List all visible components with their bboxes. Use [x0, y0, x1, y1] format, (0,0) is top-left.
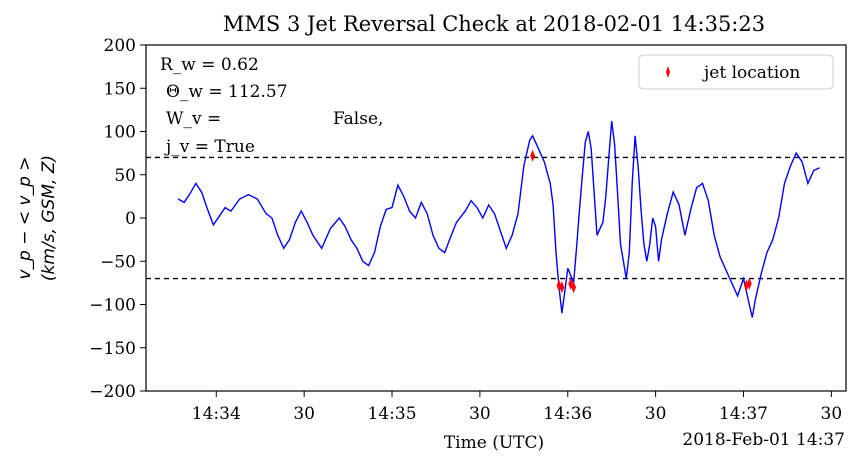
wv-annotation-value: False, — [333, 109, 383, 129]
legend-entry-jet-location: jet location — [702, 63, 800, 83]
y-axis-label-line1: v_p − < v_p > — [15, 156, 35, 279]
x-axis-label: Time (UTC) — [444, 433, 544, 453]
x-tick-label: 30 — [293, 404, 315, 424]
y-tick-label: 200 — [104, 36, 136, 56]
plot-area: −200 −150 −100 −50 0 50 100 150 200 14:34 30 14:35… — [89, 36, 847, 424]
y-tick-label: 0 — [125, 209, 136, 229]
x-tick-label: 14:37 — [719, 404, 768, 424]
theta-annotation: Θ_w = 112.57 — [166, 82, 288, 102]
jv-annotation: j_v = True — [164, 137, 255, 157]
x-axis-offset-label: 2018-Feb-01 14:37 — [682, 430, 845, 450]
y-axis-label: v_p − < v_p > (km/s, GSM, Z) — [15, 155, 59, 281]
x-tick-label: 14:34 — [192, 404, 241, 424]
jet-location-marker — [559, 281, 565, 294]
y-tick-label: −100 — [89, 296, 136, 316]
legend-frame — [638, 54, 834, 90]
x-tick-label: 30 — [821, 404, 843, 424]
y-tick-label: 50 — [114, 166, 136, 186]
chart-title: MMS 3 Jet Reversal Check at 2018-02-01 1… — [223, 12, 765, 36]
y-tick-label: −50 — [100, 252, 136, 272]
y-tick-label: 150 — [104, 79, 136, 99]
y-axis-label-line2: (km/s, GSM, Z) — [39, 155, 59, 281]
x-tick-label: 14:36 — [543, 404, 592, 424]
y-tick-label: 100 — [104, 123, 136, 143]
jet-location-marker — [746, 277, 752, 290]
x-tick-label: 14:35 — [368, 404, 417, 424]
rw-annotation: R_w = 0.62 — [160, 55, 259, 75]
velocity-series-line — [177, 121, 820, 318]
x-tick-label: 30 — [469, 404, 491, 424]
legend: jet location — [638, 54, 834, 90]
jet-location-marker — [571, 281, 577, 294]
y-axis-ticks: −200 −150 −100 −50 0 50 100 150 200 — [89, 36, 146, 402]
x-axis-ticks: 14:34 30 14:35 30 14:36 30 14:37 30 — [192, 391, 842, 424]
jet-location-markers — [530, 149, 752, 294]
y-tick-label: −150 — [89, 339, 136, 359]
wv-annotation-label: W_v = — [166, 109, 221, 129]
x-tick-label: 30 — [645, 404, 667, 424]
annotation-box: R_w = 0.62 Θ_w = 112.57 W_v = False, j_v… — [160, 55, 383, 157]
jet-location-marker — [530, 149, 536, 162]
y-tick-label: −200 — [89, 382, 136, 402]
legend-marker-icon — [666, 66, 670, 78]
